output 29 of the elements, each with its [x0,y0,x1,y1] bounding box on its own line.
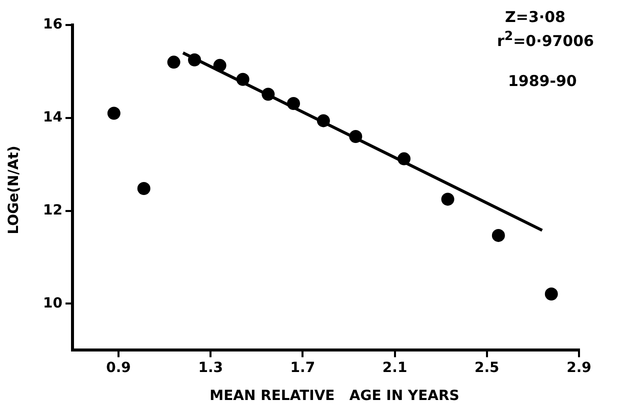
y-tick-label: 10 [43,295,63,312]
point [441,192,454,206]
point [287,97,300,110]
x-tick-label: 1.3 [198,360,224,376]
point [167,56,180,69]
point [213,58,226,72]
point [188,53,202,66]
y-tick-label: 16 [43,16,62,33]
x-tick-label: 2.1 [382,360,408,376]
point [137,182,150,196]
x-axis-title: MEAN RELATIVE AGE IN YEARS [208,388,460,404]
point [349,130,362,143]
point [492,228,505,242]
y-tick-label: 14 [43,110,63,126]
annotation: Z=3·08 [505,8,566,26]
x-tick-label: 0.9 [106,360,131,376]
y-axis-title: LOGe(N/At) [6,146,22,234]
annotation: 1989-90 [508,72,577,90]
point [316,114,330,128]
x-tick-label: 2.9 [566,360,592,376]
annotation: r$^{2}$=0·97006 [497,28,594,50]
x-tick-label: 2.5 [474,360,500,376]
y-tick-label: 12 [43,202,62,218]
point [398,152,411,166]
point [544,287,558,300]
point [236,72,250,86]
point [262,88,275,101]
point [107,106,120,120]
x-tick-label: 1.7 [290,360,316,376]
